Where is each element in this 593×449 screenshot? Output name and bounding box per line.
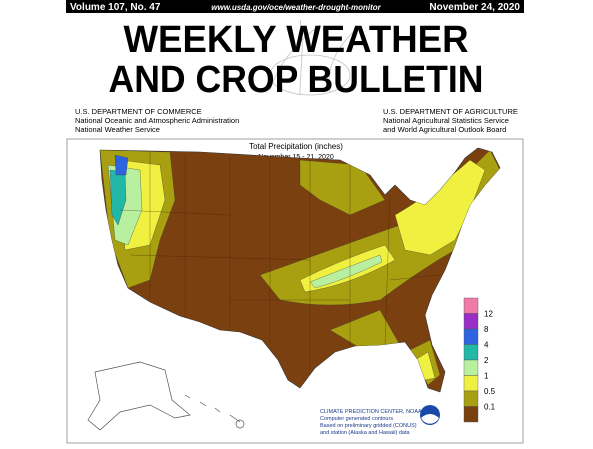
legend-label: 0.1 — [484, 403, 496, 412]
legend-swatch — [463, 297, 479, 314]
precip-area — [394, 159, 486, 256]
legend-swatch — [463, 375, 479, 392]
legend-swatch — [463, 328, 479, 345]
credit-line: CLIMATE PREDICTION CENTER, NOAA — [320, 409, 422, 415]
map-title: Total Precipitation (inches) — [249, 142, 343, 151]
state-lines — [119, 152, 441, 370]
legend-label: 8 — [484, 325, 489, 334]
legend-swatch — [463, 344, 479, 361]
credit-line: and station (Alaska and Hawaii) data — [320, 430, 411, 436]
legend-label: 1 — [484, 372, 489, 381]
volume: Volume 107, No. 47 — [70, 2, 161, 13]
credit-line: Based on preliminary gridded (CONUS) — [320, 423, 417, 429]
legend-label: 12 — [484, 310, 493, 319]
agency-line: National Oceanic and Atmospheric Adminis… — [75, 116, 239, 125]
precip-map — [99, 147, 501, 393]
legend-label: 2 — [484, 356, 489, 365]
legend-label: 4 — [484, 341, 489, 350]
inset-maps — [87, 361, 245, 431]
date: November 24, 2020 — [429, 2, 520, 13]
legend-swatch — [463, 359, 479, 376]
legend-swatch — [463, 406, 479, 423]
agency-line: U.S. DEPARTMENT OF COMMERCE — [75, 107, 202, 116]
precip-area — [114, 154, 129, 176]
precip-area — [309, 254, 383, 289]
legend-swatch — [463, 313, 479, 330]
legend: 12 8 4 2 1 0.5 0.1 — [463, 297, 496, 423]
credit-line: Computer generated contours — [320, 416, 393, 422]
precip-area — [259, 149, 500, 306]
title-line: AND CROP BULLETIN — [109, 59, 484, 101]
title-line: WEEKLY WEATHER — [124, 19, 469, 61]
legend-label: 0.5 — [484, 387, 496, 396]
agency-line: National Agricultural Statistics Service — [383, 116, 509, 125]
agency-line: U.S. DEPARTMENT OF AGRICULTURE — [383, 107, 518, 116]
agency-line: National Weather Service — [75, 125, 160, 134]
noaa-logo — [420, 405, 440, 425]
agency-line: and World Agricultural Outlook Board — [383, 125, 506, 134]
illustration — [269, 19, 356, 96]
header-bar — [66, 0, 524, 13]
legend-swatch — [463, 390, 479, 407]
url: www.usda.gov/oce/weather-drought-monitor — [211, 3, 381, 12]
